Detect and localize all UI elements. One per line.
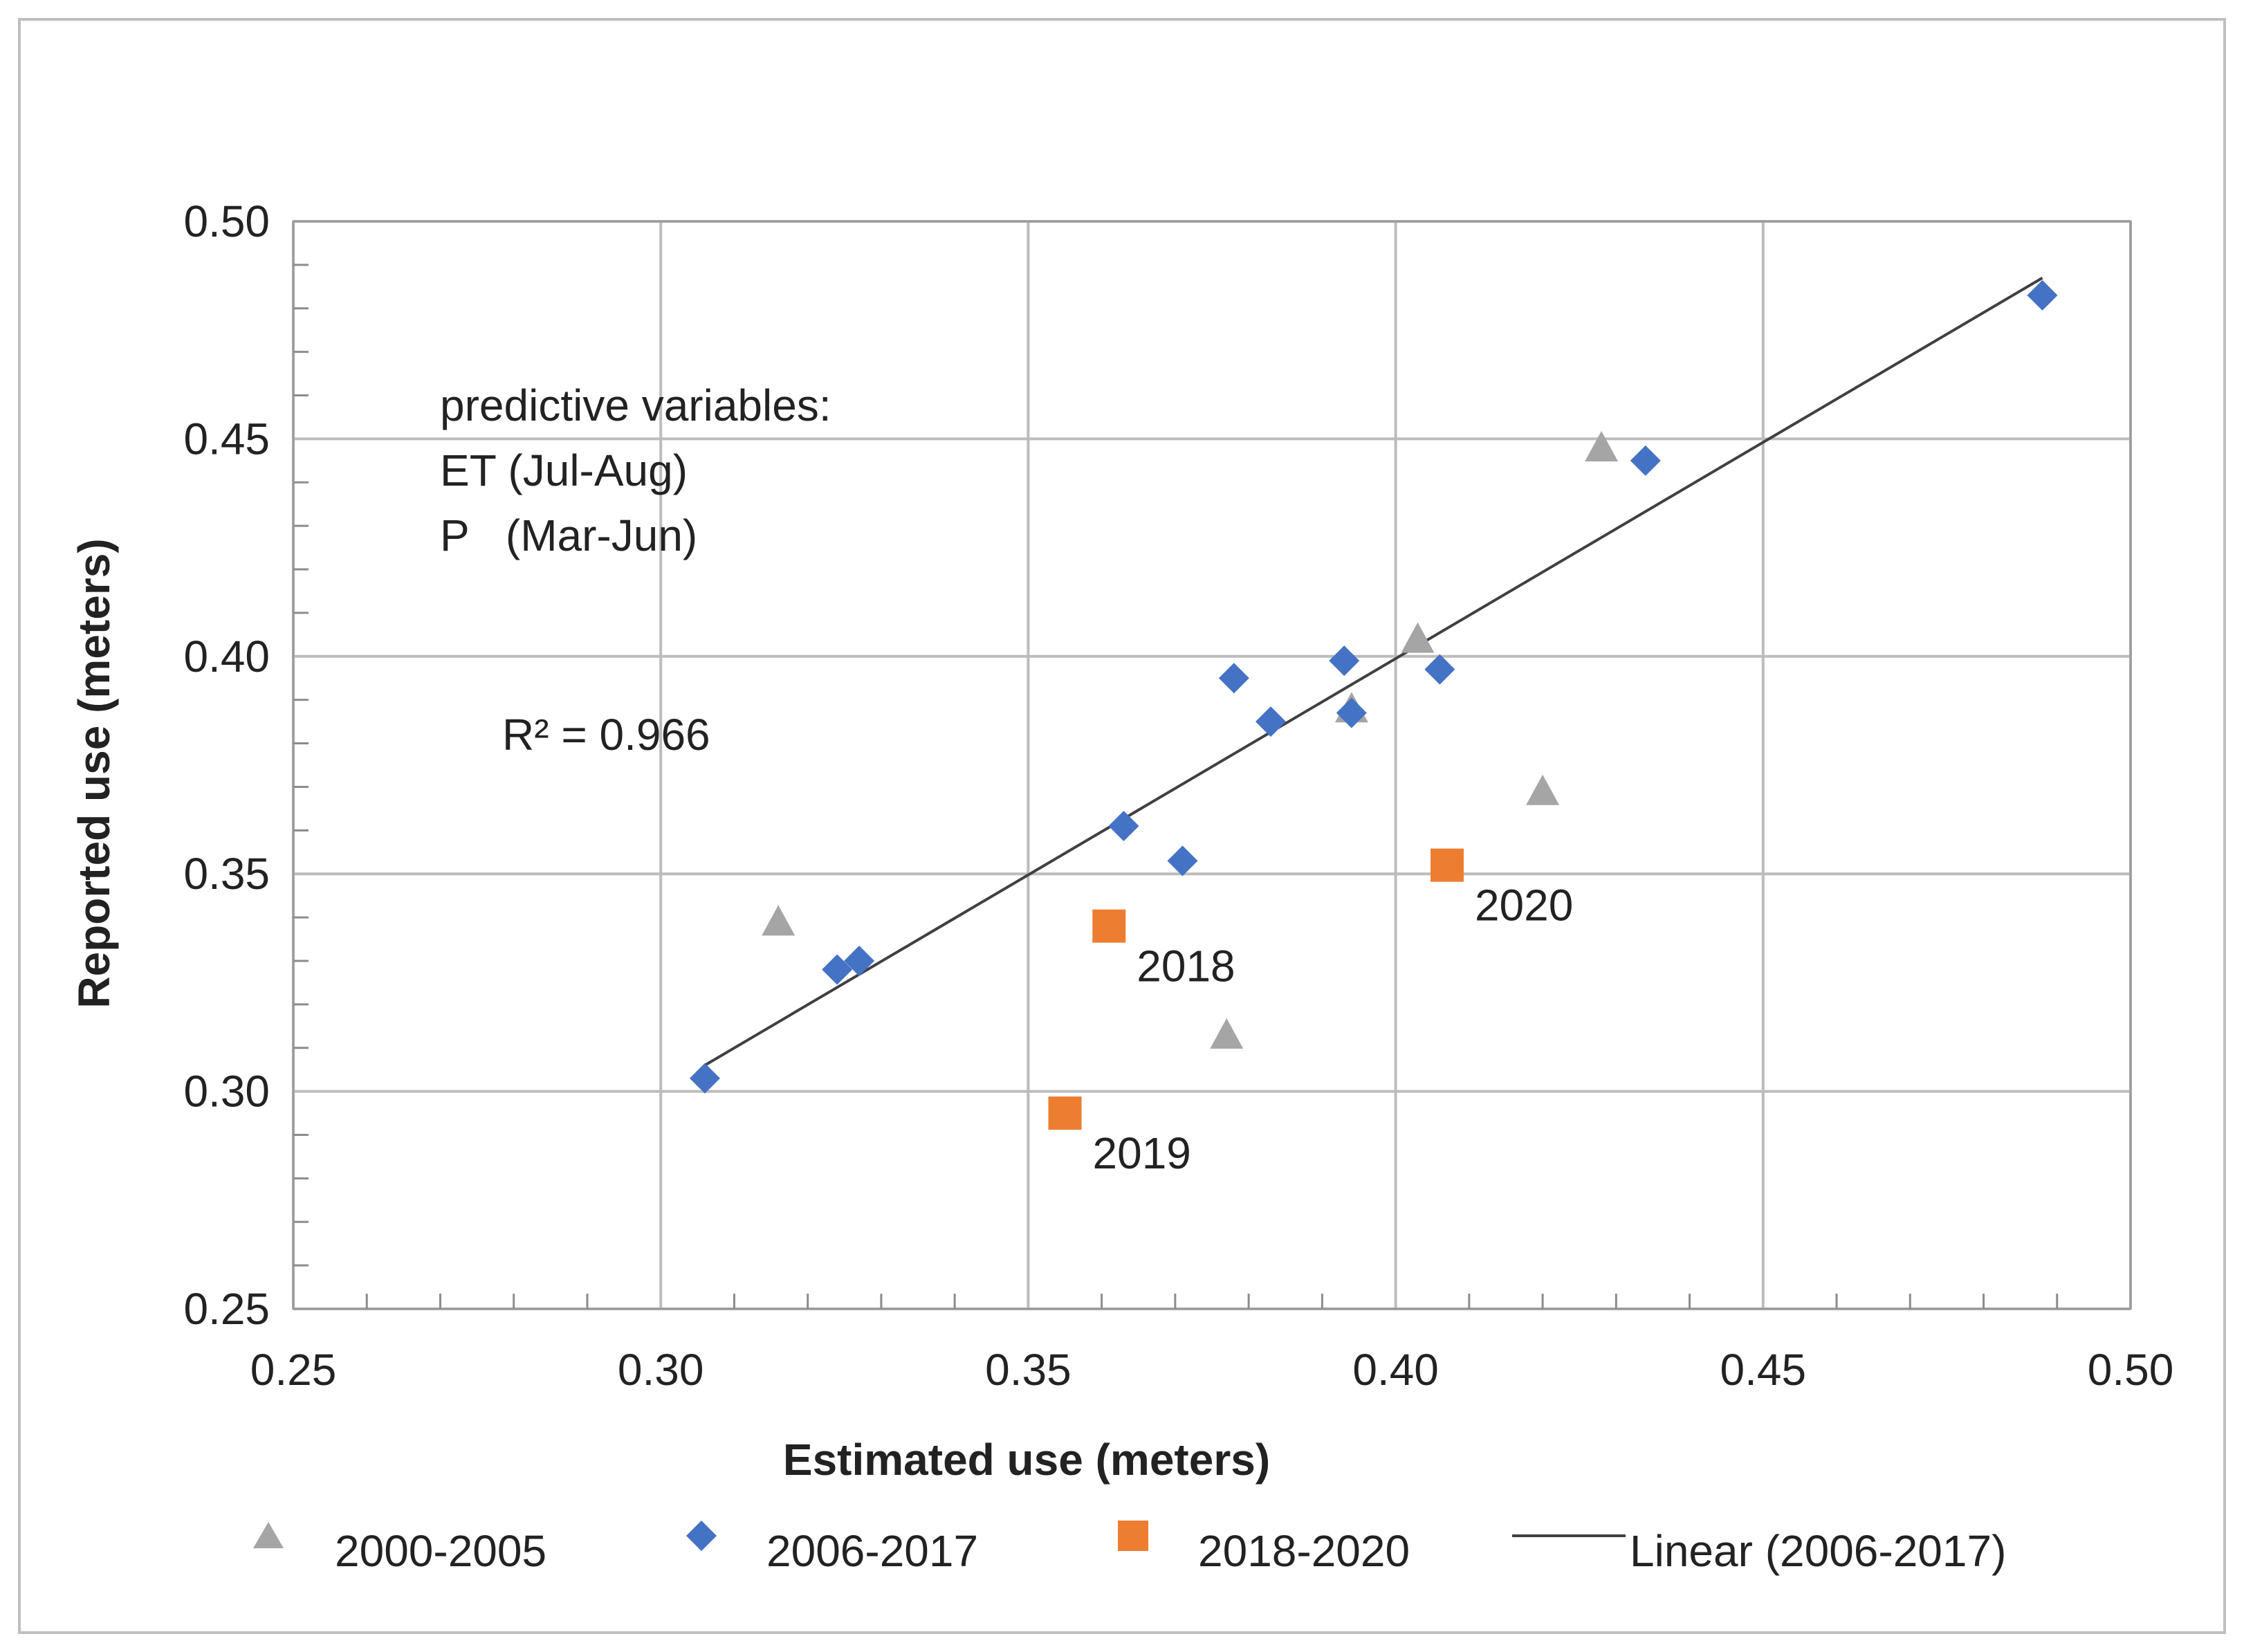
triangle-point — [1526, 774, 1560, 805]
point-labels: 2018 2019 2020 — [1093, 881, 1574, 1178]
axis-ticks: 0.25 0.30 0.35 0.40 0.45 0.50 0.25 0.30 0.35 0.40… — [183, 196, 2173, 1395]
r-squared: R² = 0.966 — [502, 710, 710, 760]
diamond-point — [1218, 663, 1249, 694]
square-point — [1430, 848, 1464, 882]
diamond-point — [1255, 706, 1286, 737]
legend-triangle-icon — [253, 1522, 284, 1548]
diamond-point — [822, 954, 853, 985]
legend-square-icon — [1118, 1521, 1148, 1551]
x-axis-title: Estimated use (meters) — [783, 1435, 1270, 1485]
legend-label-linear: Linear (2006-2017) — [1630, 1526, 2006, 1576]
triangle-point — [762, 905, 795, 936]
data-points — [689, 279, 2058, 1130]
plot-area — [292, 220, 2132, 1310]
diamond-point — [1336, 697, 1367, 728]
point-label: 2019 — [1093, 1128, 1191, 1178]
y-tick-label: 0.45 — [183, 414, 270, 464]
y-tick-label: 0.40 — [183, 632, 270, 681]
predictive-et: ET (Jul-Aug) — [440, 446, 688, 495]
y-axis-title: Reported use (meters) — [69, 538, 119, 1008]
y-tick-label: 0.35 — [183, 849, 270, 899]
trendline-group — [703, 277, 2043, 1067]
trendline — [703, 277, 2043, 1067]
point-label: 2018 — [1137, 942, 1235, 991]
diamond-point — [1329, 645, 1360, 677]
x-tick-label: 0.40 — [1352, 1345, 1439, 1395]
triangle-point — [1210, 1018, 1244, 1049]
diamond-point — [1108, 811, 1139, 842]
legend: 2000-2005 2006-2017 2018-2020 Linear (20… — [253, 1521, 2006, 1576]
square-point — [1092, 909, 1126, 943]
legend-diamond-icon — [686, 1521, 717, 1551]
triangle-point — [1401, 622, 1435, 653]
predictive-title: predictive variables: — [440, 380, 831, 430]
y-tick-label: 0.30 — [183, 1067, 270, 1117]
diamond-point — [1167, 845, 1198, 877]
legend-label-2000-2005: 2000-2005 — [335, 1526, 546, 1576]
x-tick-label: 0.45 — [1720, 1345, 1807, 1395]
y-tick-label: 0.50 — [183, 196, 270, 246]
diamond-point — [1630, 445, 1661, 476]
x-tick-label: 0.30 — [618, 1345, 704, 1395]
triangle-point — [1585, 430, 1619, 461]
x-tick-label: 0.35 — [985, 1345, 1072, 1395]
diamond-point — [689, 1063, 720, 1094]
legend-label-2006-2017: 2006-2017 — [766, 1526, 978, 1576]
x-tick-label: 0.50 — [2088, 1345, 2174, 1395]
square-point — [1048, 1096, 1082, 1130]
predictive-p: P (Mar-Jun) — [440, 511, 697, 560]
x-tick-label: 0.25 — [250, 1345, 337, 1395]
diamond-point — [1424, 654, 1455, 685]
legend-label-2018-2020: 2018-2020 — [1198, 1526, 1410, 1576]
point-label: 2020 — [1475, 881, 1573, 930]
gridlines — [292, 220, 2132, 1310]
diamond-point — [2027, 279, 2058, 311]
y-tick-label: 0.25 — [183, 1284, 270, 1334]
diamond-point — [844, 945, 875, 976]
